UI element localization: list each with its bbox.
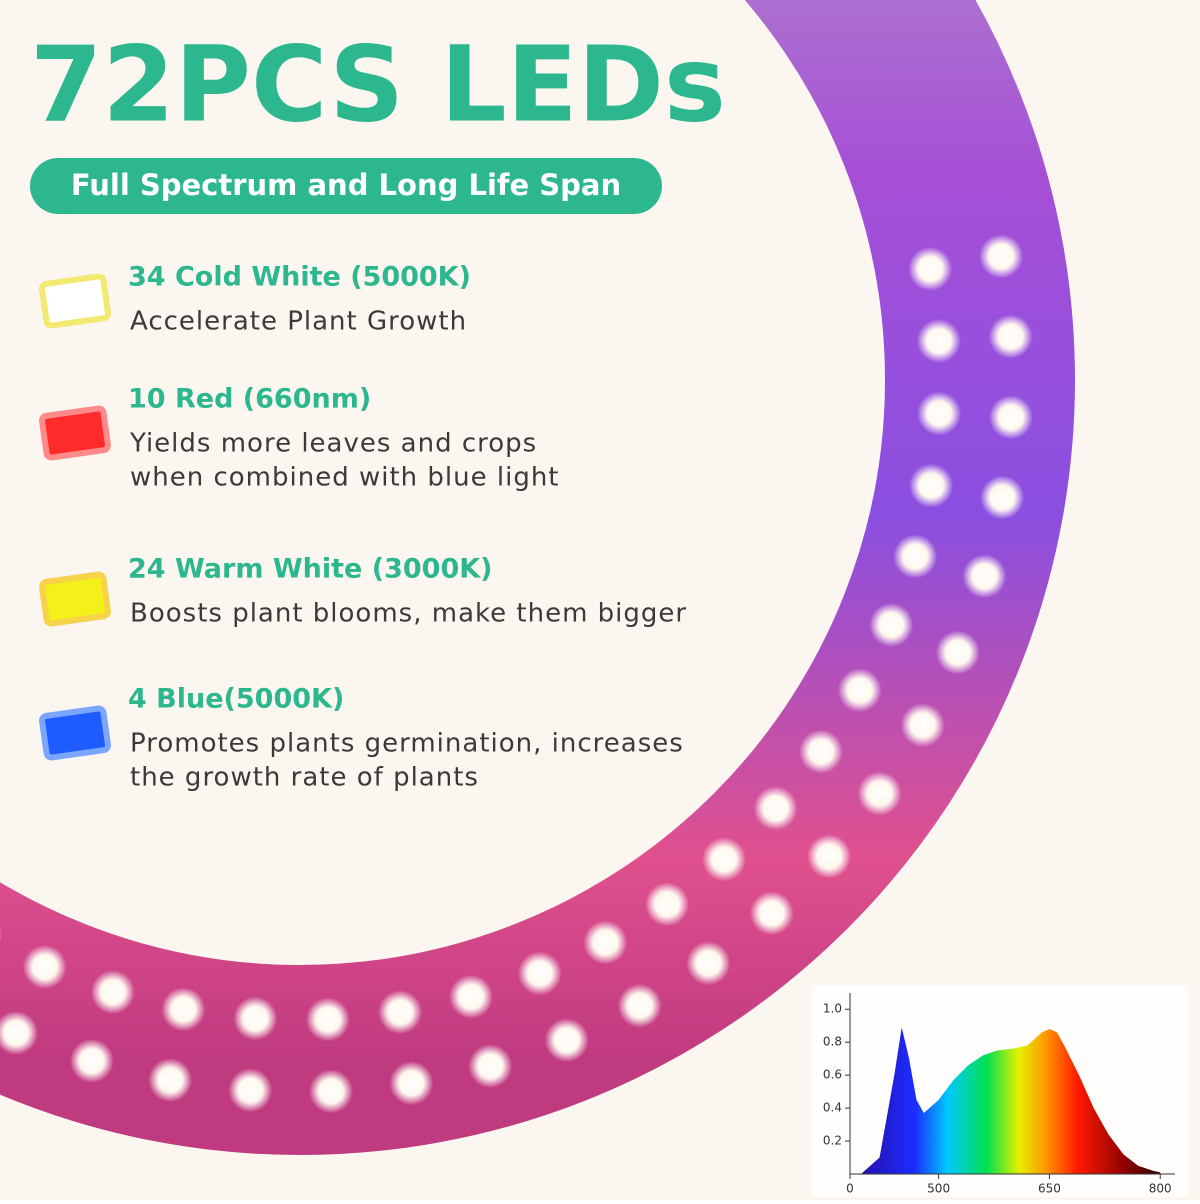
badge xyxy=(30,158,662,214)
led xyxy=(869,602,914,647)
led xyxy=(837,668,882,713)
item-text: when combined with blue light xyxy=(130,463,560,493)
item-heading: 24 Warm White (3000K) xyxy=(128,554,493,585)
led xyxy=(962,554,1007,599)
led xyxy=(917,391,962,436)
led xyxy=(0,1010,39,1055)
led xyxy=(908,246,953,291)
icons xyxy=(39,273,111,761)
led xyxy=(617,983,662,1028)
led xyxy=(148,1058,193,1103)
x-tick-label: 0 xyxy=(846,1182,854,1196)
led xyxy=(468,1044,513,1089)
item-text: Boosts plant blooms, make them bigger xyxy=(130,599,687,629)
x-tick-label: 800 xyxy=(1149,1182,1172,1196)
led xyxy=(980,475,1025,520)
x-tick-label: 650 xyxy=(1038,1182,1061,1196)
spectrum-area xyxy=(861,1027,1161,1174)
led xyxy=(686,941,731,986)
led xyxy=(988,314,1033,359)
led xyxy=(799,729,844,774)
item-text: Yields more leaves and crops xyxy=(129,429,537,459)
led xyxy=(544,1018,589,1063)
y-tick-label: 0.4 xyxy=(823,1101,842,1115)
led xyxy=(857,771,902,816)
led xyxy=(900,703,945,748)
led xyxy=(305,997,350,1042)
led xyxy=(645,882,690,927)
led xyxy=(309,1069,354,1114)
led xyxy=(702,837,747,882)
led xyxy=(517,951,562,996)
item-heading: 10 Red (660nm) xyxy=(128,384,371,415)
led xyxy=(69,1038,114,1083)
led xyxy=(233,996,278,1041)
title: 72PCS LEDs xyxy=(30,23,726,145)
item-text: Accelerate Plant Growth xyxy=(130,307,467,337)
led xyxy=(749,891,794,936)
led xyxy=(449,974,494,1019)
y-tick-label: 1.0 xyxy=(823,1002,842,1016)
y-tick-label: 0.2 xyxy=(823,1134,842,1148)
led xyxy=(807,834,852,879)
led-ring xyxy=(0,0,1075,1155)
x-tick-label: 500 xyxy=(927,1182,950,1196)
led xyxy=(228,1068,273,1113)
led xyxy=(979,234,1024,279)
led xyxy=(893,534,938,579)
item-heading: 4 Blue(5000K) xyxy=(128,684,344,715)
item-text: Promotes plants germination, increases xyxy=(130,729,684,759)
led xyxy=(0,925,2,944)
led xyxy=(161,987,206,1032)
y-tick-label: 0.6 xyxy=(823,1068,842,1082)
led xyxy=(583,920,628,965)
led xyxy=(378,990,423,1035)
led xyxy=(389,1061,434,1106)
badge-text: Full Spectrum and Long Life Span xyxy=(71,168,621,202)
led xyxy=(90,970,135,1015)
led xyxy=(916,318,961,363)
led xyxy=(22,944,67,989)
led xyxy=(753,786,798,831)
item-heading: 34 Cold White (5000K) xyxy=(128,262,471,293)
item-text: the growth rate of plants xyxy=(130,763,479,793)
led xyxy=(989,395,1034,440)
led xyxy=(935,630,980,675)
led-dots xyxy=(0,234,1034,1114)
led xyxy=(909,463,954,508)
y-tick-label: 0.8 xyxy=(823,1035,842,1049)
